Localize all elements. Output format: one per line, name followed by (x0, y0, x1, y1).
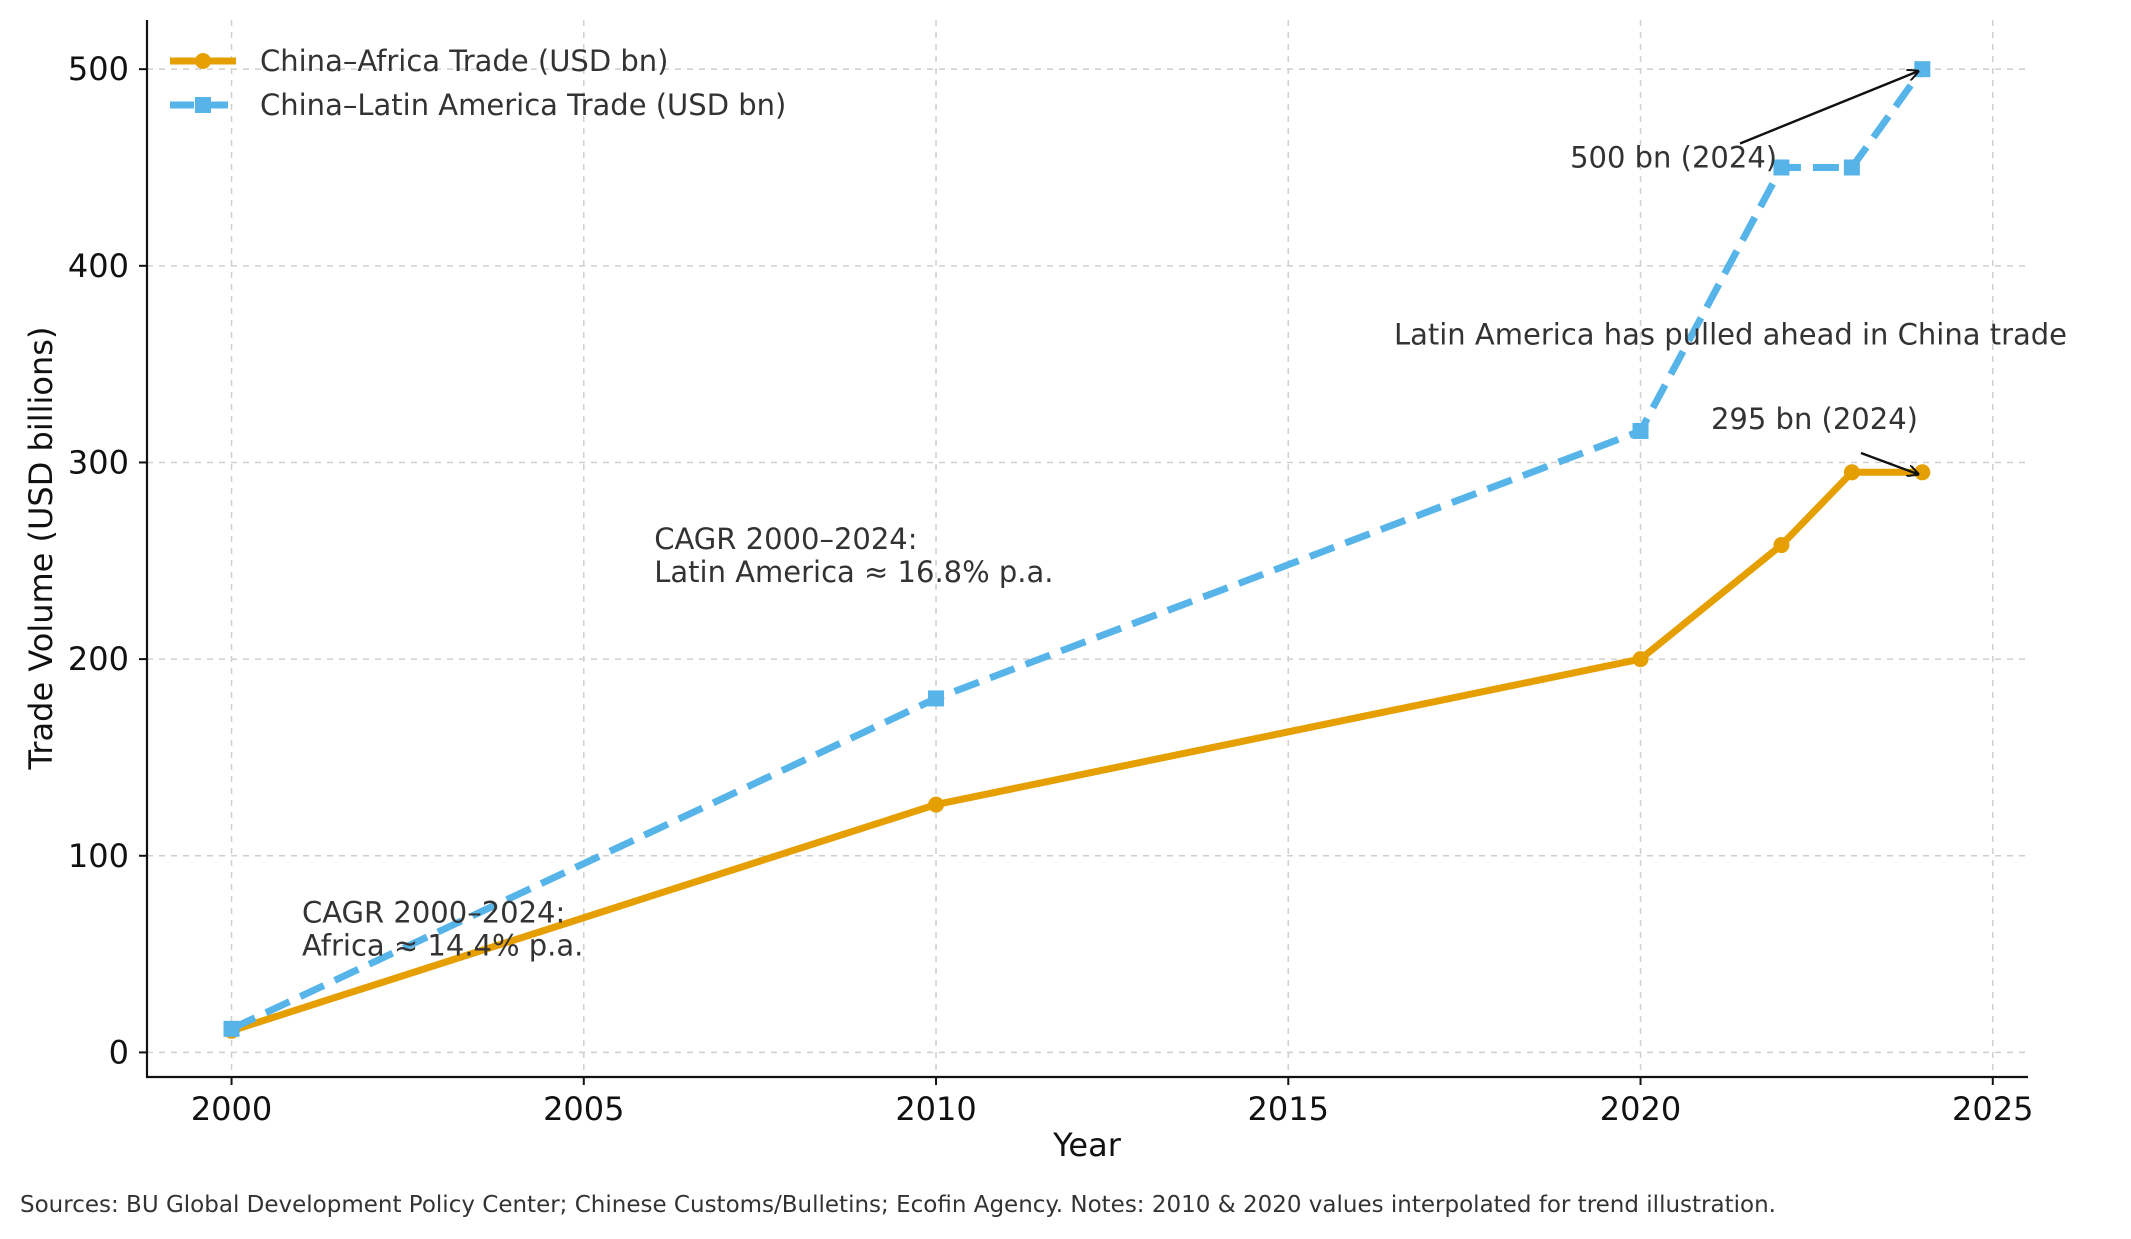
legend-marker-latam (195, 97, 211, 113)
annotation-africa-end: 295 bn (2024) (1711, 402, 1918, 436)
x-tick-label: 2025 (1952, 1090, 2033, 1128)
annotation-cagr-africa: Africa ≈ 14.4% p.a. (302, 929, 583, 963)
series-layer (223, 61, 1931, 1039)
series-latam (223, 61, 1931, 1037)
annotations-layer: 500 bn (2024) 295 bn (2024) Latin America … (302, 71, 2067, 963)
legend-item-africa: China–Africa Trade (USD bn) (170, 44, 668, 78)
y-tick-label: 500 (68, 50, 129, 88)
legend-marker-africa (195, 53, 211, 69)
y-tick-label: 300 (68, 443, 129, 481)
annotation-arrow-africa-end (1860, 451, 1918, 474)
x-tick-label: 2015 (1248, 1090, 1329, 1128)
annotation-latam-end: 500 bn (2024) (1570, 140, 1777, 174)
y-tick-label: 0 (109, 1033, 129, 1071)
data-point-latam (928, 690, 945, 707)
tick-labels: 2000 2005 2010 2015 2020 2025 0 100 200 300 400 500 (68, 50, 2034, 1128)
source-footnote: Sources: BU Global Development Policy Ce… (20, 1192, 1776, 1218)
series-line-latam (230, 67, 1926, 1032)
y-tick-label: 400 (68, 247, 129, 285)
x-tick-label: 2000 (191, 1090, 272, 1128)
y-tick-label: 200 (68, 640, 129, 678)
data-point-latam (1843, 159, 1860, 176)
x-tick-label: 2020 (1600, 1090, 1681, 1128)
grid-lines (147, 20, 2028, 1077)
data-point-latam (223, 1020, 240, 1037)
annotation-cagr-latam: Latin America ≈ 16.8% p.a. (654, 555, 1053, 589)
data-point-africa (928, 796, 945, 813)
series-line-africa (228, 468, 1926, 1035)
data-point-latam (1773, 159, 1790, 176)
legend-item-latam: China–Latin America Trade (USD bn) (170, 88, 786, 122)
data-point-africa (1843, 464, 1860, 481)
data-point-africa (1773, 537, 1790, 554)
axes (145, 20, 2028, 1079)
legend-label-africa: China–Africa Trade (USD bn) (260, 44, 668, 78)
y-axis-title: Trade Volume (USD billions) (22, 327, 60, 771)
annotation-cagr-africa: CAGR 2000–2024: (302, 896, 565, 930)
data-point-africa (1632, 651, 1649, 668)
annotation-cagr-latam: CAGR 2000–2024: (654, 522, 917, 556)
data-point-latam (1632, 423, 1649, 440)
x-tick-label: 2010 (895, 1090, 976, 1128)
x-tick-label: 2005 (543, 1090, 624, 1128)
data-point-africa (1914, 464, 1931, 481)
y-tick-label: 100 (68, 837, 129, 875)
plot-frame (145, 20, 2028, 1079)
legend: China–Africa Trade (USD bn) China–Latin A… (170, 44, 786, 122)
legend-label-latam: China–Latin America Trade (USD bn) (260, 88, 786, 122)
annotation-headline: Latin America has pulled ahead in China … (1394, 317, 2067, 351)
annotation-arrow-latam-end (1739, 71, 1918, 145)
data-point-latam (1914, 61, 1931, 78)
x-axis-title: Year (1052, 1126, 1122, 1164)
